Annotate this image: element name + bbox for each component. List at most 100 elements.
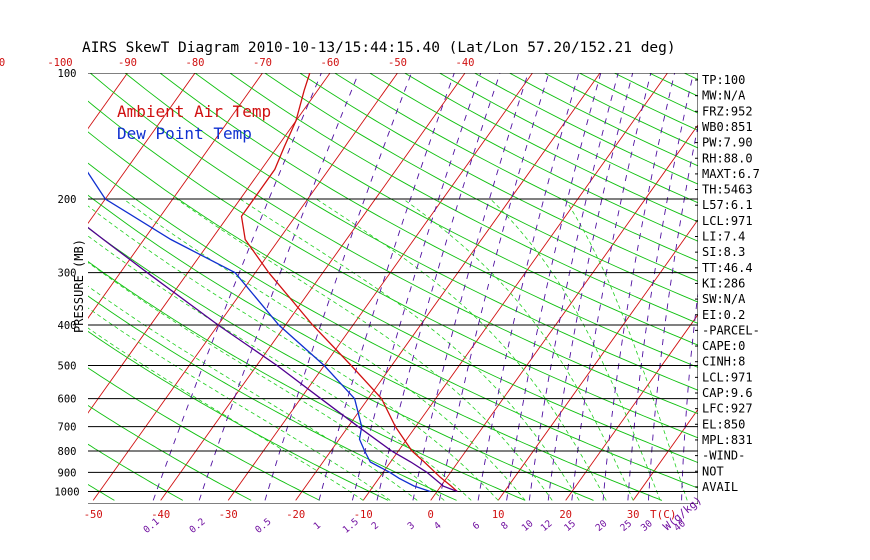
moist-adiabat-line xyxy=(88,285,418,501)
top-temperature-tick-label: -70 xyxy=(253,57,272,69)
isobar-lines xyxy=(88,73,698,504)
moist-adiabat-lines xyxy=(88,198,688,501)
top-temperature-tick-label: -40 xyxy=(456,57,475,69)
ambient-air-temp-line xyxy=(240,73,458,492)
mixing-ratio-line xyxy=(318,73,455,501)
stability-index: LI:7.4 xyxy=(702,230,745,244)
isotherm-line xyxy=(295,73,601,501)
dry-adiabat-line xyxy=(0,73,46,500)
stability-index: MPL:831 xyxy=(702,433,753,447)
mixing-ratio-line xyxy=(571,73,652,501)
pressure-tick-label: 800 xyxy=(58,446,77,458)
stability-index: KI:286 xyxy=(702,276,745,290)
mixing-ratio-tick-label: 10 xyxy=(520,518,536,534)
moist-adiabat-line xyxy=(403,198,634,501)
mixing-ratio-line xyxy=(477,73,580,501)
stability-index: CAPE:0 xyxy=(702,339,745,353)
legend-entry-dew-point-temp: Dew Point Temp xyxy=(117,124,252,143)
dry-adiabat-line xyxy=(88,295,457,501)
parcel-path-line xyxy=(88,226,458,493)
isotherm-line xyxy=(0,73,60,500)
pressure-tick-label: 1000 xyxy=(54,487,79,499)
mixing-ratio-tick-label: 2 xyxy=(370,520,381,532)
pressure-tick-label: 400 xyxy=(58,320,77,332)
stability-index: -PARCEL- xyxy=(702,323,760,337)
top-temperature-tick-label: -100 xyxy=(47,57,72,69)
top-temperature-tick-label: -80 xyxy=(186,57,205,69)
mixing-ratio-tick-label: 3 xyxy=(406,520,417,532)
stability-index: TH:5463 xyxy=(702,183,753,197)
moist-adiabat-line xyxy=(564,198,688,501)
dry-adiabat-line xyxy=(88,484,115,501)
stability-index: SI:8.3 xyxy=(702,245,745,259)
dry-adiabat-line xyxy=(88,194,663,501)
bottom-temperature-tick-label: 0 xyxy=(428,509,434,521)
stability-index: -WIND- xyxy=(702,449,745,463)
dry-adiabat-line xyxy=(369,73,698,242)
pressure-tick-label: 500 xyxy=(58,361,77,373)
stability-index: MAXT:6.7 xyxy=(702,167,760,181)
mixing-ratio-tick-label: 1 xyxy=(312,520,324,532)
mixing-ratio-line xyxy=(351,73,482,501)
stability-index: WB0:851 xyxy=(702,120,753,134)
isotherm-line xyxy=(88,73,331,414)
mixing-ratio-tick-label: 4 xyxy=(432,520,444,532)
moist-adiabat-line xyxy=(88,327,364,501)
dry-adiabat-line xyxy=(88,404,252,501)
moist-adiabat-line xyxy=(88,205,499,501)
mixing-ratio-line xyxy=(438,73,550,501)
isotherm-line xyxy=(88,73,196,225)
mixing-ratio-lines xyxy=(152,73,698,501)
dew-point-temp-line xyxy=(88,171,431,493)
mixing-ratio-line xyxy=(264,73,412,501)
top-temperature-tick-label: -110 xyxy=(0,57,5,69)
bottom-temperature-tick-label: -20 xyxy=(286,509,305,521)
bottom-temperature-tick-label: 10 xyxy=(492,509,505,521)
isotherm-line xyxy=(88,73,263,319)
top-temperature-tick-label: -90 xyxy=(118,57,137,69)
stability-index: SW:N/A xyxy=(702,292,746,306)
top-temperature-tick-label: -50 xyxy=(388,57,407,69)
mixing-ratio-line xyxy=(681,289,698,501)
moist-adiabat-line xyxy=(239,198,580,501)
top-temperature-tick-label: -60 xyxy=(321,57,340,69)
dry-adiabat-line xyxy=(649,73,698,97)
stability-index: LFC:927 xyxy=(702,402,753,416)
dry-adiabat-line xyxy=(229,73,698,324)
stability-index: TP:100 xyxy=(702,73,745,87)
isotherm-line xyxy=(227,73,533,501)
moist-adiabat-line xyxy=(88,262,445,501)
dry-adiabat-line xyxy=(474,73,698,185)
stability-index: RH:88.0 xyxy=(702,151,753,165)
isotherm-line xyxy=(88,73,128,130)
bottom-temperature-tick-label: 20 xyxy=(559,509,572,521)
dry-adiabat-line xyxy=(334,73,698,262)
legend: Ambient Air Temp Dew Point Temp xyxy=(117,102,271,143)
bottom-temperature-tick-label: 30 xyxy=(627,509,640,521)
mixing-ratio-tick-label: 12 xyxy=(539,518,555,534)
chart-title: AIRS SkewT Diagram 2010-10-13/15:44:15.4… xyxy=(82,40,676,56)
pressure-tick-label: 600 xyxy=(58,394,77,406)
dry-adiabat-line xyxy=(88,330,389,501)
mixing-ratio-tick-label: 6 xyxy=(471,520,483,532)
dry-adiabat-line xyxy=(194,73,698,346)
mixing-ratio-tick-label: 8 xyxy=(499,520,511,532)
isotherm-line xyxy=(565,313,698,501)
mixing-ratio-line xyxy=(506,73,602,501)
mixing-ratio-tick-label: 0.5 xyxy=(253,516,273,535)
dry-adiabat-line xyxy=(404,73,698,223)
sounding-profiles xyxy=(88,73,458,493)
legend-entry-ambient-air-temp: Ambient Air Temp xyxy=(117,102,271,121)
top-temperature-axis: -120-110-100-90-80-70-60-50-40 xyxy=(0,57,474,69)
y-axis-label: PRESSURE (MB) xyxy=(72,239,86,333)
pressure-tick-label: 200 xyxy=(58,194,77,206)
stability-index: MW:N/A xyxy=(702,89,746,103)
dry-adiabat-line xyxy=(88,367,320,501)
stability-index: CAP:9.6 xyxy=(702,386,753,400)
stability-index: TT:46.4 xyxy=(702,261,753,275)
bottom-temperature-tick-label: -10 xyxy=(354,509,373,521)
bottom-temperature-tick-label: -50 xyxy=(84,509,103,521)
moist-adiabat-line xyxy=(316,198,607,501)
